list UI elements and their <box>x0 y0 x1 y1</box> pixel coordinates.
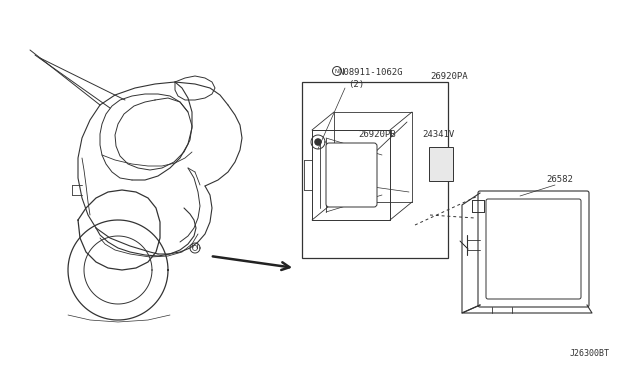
Polygon shape <box>462 305 592 313</box>
Polygon shape <box>315 139 321 145</box>
Text: N08911-1062G: N08911-1062G <box>338 68 403 77</box>
Text: 26920PA: 26920PA <box>430 72 468 81</box>
Text: 26920PB: 26920PB <box>358 130 396 139</box>
FancyBboxPatch shape <box>478 191 589 307</box>
Text: N: N <box>334 68 339 74</box>
Text: 26582: 26582 <box>546 175 573 184</box>
FancyBboxPatch shape <box>486 199 581 299</box>
Polygon shape <box>462 193 480 313</box>
FancyBboxPatch shape <box>326 143 377 207</box>
Text: 24341V: 24341V <box>422 130 454 139</box>
Bar <box>302 82 448 258</box>
Text: (2): (2) <box>348 80 364 89</box>
FancyBboxPatch shape <box>429 147 453 181</box>
Text: J26300BT: J26300BT <box>570 349 610 358</box>
